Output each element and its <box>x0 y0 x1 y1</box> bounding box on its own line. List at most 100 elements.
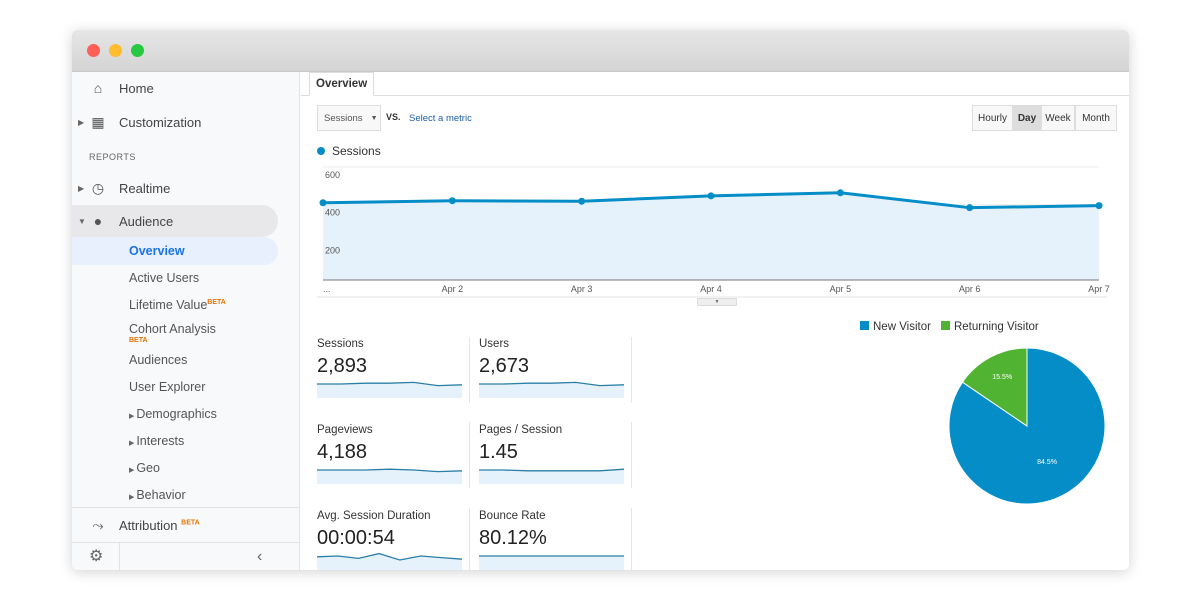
y-tick-label: 600 <box>325 170 340 180</box>
sidebar-item-interests[interactable]: ▶ Interests <box>129 434 185 448</box>
metric-value: 80.12% <box>479 527 547 549</box>
pie-legend: New Visitor Returning Visitor <box>860 320 1039 334</box>
caret-right-icon: ▶ <box>129 467 137 474</box>
metric-card[interactable]: Avg. Session Duration 00:00:54 <box>317 509 463 570</box>
home-icon: ⌂ <box>93 80 103 96</box>
reports-heading: REPORTS <box>89 152 136 162</box>
chevron-down-icon: ▼ <box>370 114 378 122</box>
sparkline-fill <box>317 469 462 484</box>
data-point <box>836 189 844 197</box>
metric-card[interactable]: Pageviews 4,188 <box>317 423 463 484</box>
metric-value: 4,188 <box>317 441 368 463</box>
metric-card[interactable]: Sessions 2,893 <box>317 337 463 398</box>
metric-value: 2,673 <box>479 355 530 377</box>
maximize-window-button[interactable] <box>131 44 144 57</box>
caret-right-icon: ▶ <box>129 494 137 501</box>
x-tick-label: ... <box>323 284 331 294</box>
tab-overview[interactable]: Overview <box>309 72 375 96</box>
caret-right-icon: ▶ <box>129 440 137 447</box>
metric-value: 1.45 <box>479 441 518 463</box>
caret-right-icon: ▶ <box>78 183 85 193</box>
sidebar-item-audience[interactable]: ▼ ● Audience <box>72 205 278 237</box>
sparkline-line <box>479 381 625 387</box>
sparkline <box>317 468 463 484</box>
sidebar-item-active-users[interactable]: Active Users <box>129 271 200 285</box>
metric-label: Avg. Session Duration <box>317 510 431 522</box>
select-metric-link[interactable]: Select a metric <box>409 113 472 124</box>
sidebar-item-overview[interactable]: Overview <box>72 237 278 265</box>
metric-card[interactable]: Users 2,673 <box>479 337 625 398</box>
sparkline-line <box>317 468 463 473</box>
data-point <box>966 204 974 212</box>
area-fill <box>323 192 1099 280</box>
vs-label: VS. <box>386 112 401 122</box>
divider <box>631 422 632 488</box>
legend-returning-visitor: Returning Visitor <box>940 320 1039 334</box>
month-button[interactable]: Month <box>1075 105 1117 131</box>
sparkline-line <box>479 468 625 472</box>
sidebar-item-audiences[interactable]: Audiences <box>129 353 188 367</box>
collapse-sidebar-button[interactable]: ‹ <box>257 548 263 565</box>
caret-right-icon: ▶ <box>129 413 137 420</box>
metric-label: Pageviews <box>317 424 373 436</box>
week-button[interactable]: Week <box>1041 105 1075 131</box>
chart-legend-sessions: Sessions <box>332 144 381 158</box>
legend-dot <box>317 147 325 155</box>
sidebar-item-cohort-analysis[interactable]: Cohort Analysis BETA <box>129 322 216 344</box>
divider <box>469 337 470 403</box>
sidebar-item-home[interactable]: ⌂ Home <box>72 72 278 104</box>
minimize-window-button[interactable] <box>109 44 122 57</box>
sidebar-item-lifetime-value[interactable]: Lifetime ValueBETA <box>129 298 226 312</box>
sparkline-fill <box>479 469 624 484</box>
metric-label: Bounce Rate <box>479 510 546 522</box>
x-tick-label: Apr 4 <box>700 284 722 294</box>
sidebar-item-customization[interactable]: ▶ ▦ Customization <box>78 113 202 130</box>
main-content: Overview Sessions ▼ VS. Select a metric H… <box>301 72 1129 570</box>
sidebar-item-realtime[interactable]: ▶ ◷ Realtime <box>78 179 171 196</box>
divider <box>631 337 632 403</box>
metric-dropdown[interactable]: Sessions ▼ <box>317 105 381 131</box>
browser-window: ⌂ Home ▶ ▦ Customization REPORTS ▶ ◷ Realtime… <box>72 30 1129 570</box>
sparkline <box>479 468 625 484</box>
sidebar-item-user-explorer[interactable]: User Explorer <box>129 380 206 394</box>
sparkline <box>317 381 463 398</box>
pie-label-new: 84.5% <box>1037 459 1057 466</box>
sparkline-line <box>317 381 463 387</box>
sparkline <box>479 381 625 398</box>
title-bar <box>72 30 1129 72</box>
metric-card[interactable]: Bounce Rate 80.12% <box>479 509 625 570</box>
attribution-icon: ⤳ <box>92 516 104 533</box>
sparkline <box>317 552 463 570</box>
dashboard-icon: ▦ <box>91 113 105 130</box>
visitor-pie-chart: 84.5% 15.5% <box>948 347 1106 504</box>
sidebar-item-behavior[interactable]: ▶ Behavior <box>129 488 186 502</box>
tab-divider <box>301 95 1129 96</box>
beta-badge: BETA <box>207 298 226 306</box>
y-tick-label: 200 <box>325 245 340 255</box>
sidebar-item-attribution[interactable]: ⤳ Attribution BETA <box>72 509 278 541</box>
divider <box>469 422 470 488</box>
metric-card[interactable]: Pages / Session 1.45 <box>479 423 625 484</box>
chart-expand-handle[interactable]: ▼ <box>697 298 737 306</box>
sparkline-line <box>317 552 463 561</box>
x-tick-label: Apr 5 <box>830 284 852 294</box>
x-tick-label: Apr 7 <box>1088 284 1110 294</box>
sidebar-item-geo[interactable]: ▶ Geo <box>129 461 160 475</box>
legend-swatch <box>940 321 950 330</box>
hourly-button[interactable]: Hourly <box>972 105 1013 131</box>
clock-icon: ◷ <box>91 179 105 196</box>
sidebar-item-demographics[interactable]: ▶ Demographics <box>129 407 217 421</box>
sparkline <box>479 555 624 570</box>
divider <box>469 508 470 570</box>
metric-value: 2,893 <box>317 355 368 377</box>
divider <box>631 508 632 570</box>
close-window-button[interactable] <box>87 44 100 57</box>
person-icon: ● <box>93 213 103 229</box>
data-point <box>319 199 327 207</box>
sessions-line-chart: 600 400 200... Apr 2 Apr 3 Apr 4 Apr 5 Apr 6 Apr… <box>317 166 1110 298</box>
day-button[interactable]: Day <box>1013 105 1041 131</box>
sparkline-fill <box>479 382 624 398</box>
settings-gear-icon[interactable]: ⚙ <box>89 548 104 565</box>
beta-badge: BETA <box>129 337 148 344</box>
caret-right-icon: ▶ <box>78 117 85 127</box>
